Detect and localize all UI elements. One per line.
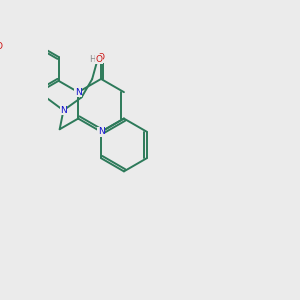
Text: O: O bbox=[98, 53, 105, 62]
Text: O: O bbox=[96, 55, 103, 64]
Text: N: N bbox=[98, 127, 104, 136]
Text: N: N bbox=[75, 88, 82, 97]
Text: O: O bbox=[0, 42, 2, 51]
Text: N: N bbox=[60, 106, 67, 115]
Text: H: H bbox=[89, 55, 95, 64]
